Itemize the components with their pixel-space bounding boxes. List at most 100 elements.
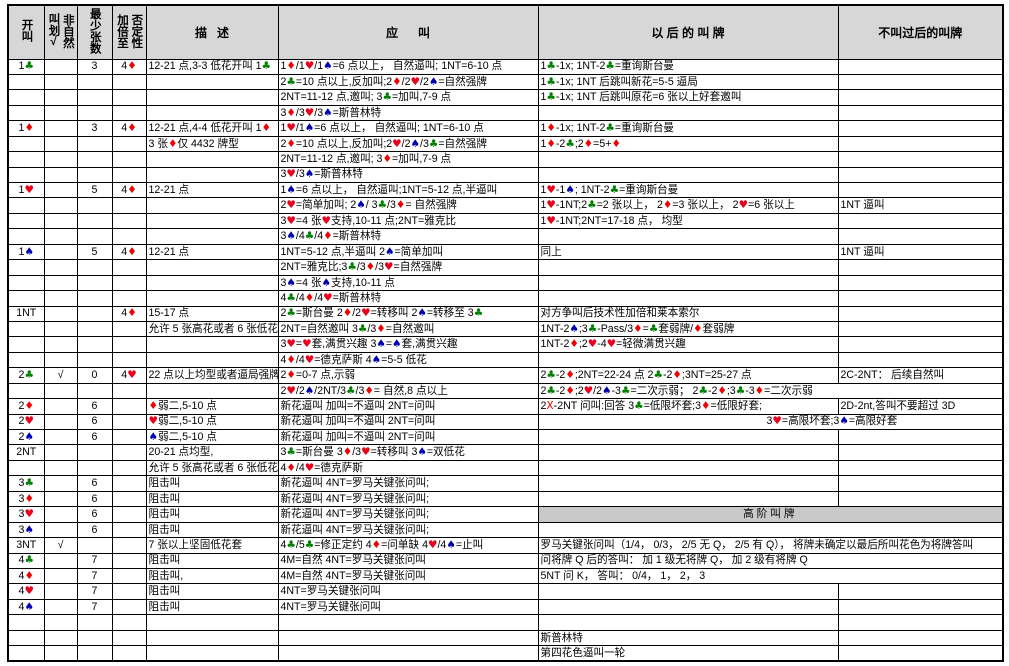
col-header-responses-label: 应 叫: [385, 25, 430, 40]
heart-suit-symbol: ♥: [427, 538, 438, 551]
cell-min-cards: [76, 320, 113, 338]
cell-double-through: [111, 490, 147, 508]
cell-description: [145, 614, 279, 631]
spade-suit-symbol: ♠: [286, 276, 296, 289]
cell-description: 阻击叫: [145, 583, 279, 600]
cell-description: 阻击叫: [145, 475, 279, 492]
heart-suit-symbol: ♥: [304, 60, 315, 73]
cell-responses: 3♠=4 张♠支持,10-11 点: [277, 274, 539, 292]
spade-suit-symbol: ♠: [321, 276, 332, 289]
header-row: 开叫 非自然 叫划√ 最少张数 否定性 加倍至 描 述 应 叫 以 后 的 叫 …: [7, 4, 1004, 60]
cell-unnatural-mark: [43, 428, 78, 446]
cell-after-pass: [837, 351, 1004, 369]
cell-description: 12-21 点: [145, 243, 279, 261]
table-row: 3NT √ 7 张以上坚固低花套 4♣/5♣=修正定约 4♦=问单缺 4♥/4♠=止叫…: [7, 537, 1004, 554]
cell-description: [145, 73, 279, 91]
cell-min-cards: 7: [76, 552, 113, 569]
cell-description: [145, 212, 279, 230]
spade-suit-symbol: ♠: [392, 338, 402, 351]
cell-opening-bid: [7, 629, 45, 647]
cell-responses: 新花逼叫 加叫=不逼叫 2NT=问叫: [277, 413, 539, 431]
col-header-description: 描 述: [145, 4, 279, 60]
cell-description: 阻击叫: [145, 506, 279, 523]
heart-suit-symbol: ♥: [286, 338, 296, 351]
diamond-suit-symbol: ♦: [364, 384, 374, 397]
cell-subsequent-bidding: 1♦-1x; 1NT-2♣=重询斯台曼: [537, 120, 839, 137]
cell-after-pass: [837, 228, 1004, 245]
club-suit-symbol: ♣: [648, 322, 659, 335]
table-row: 2♣ √ 0 4♥ 22 点以上均型或者逼局强牌 2♦=0-7 点,示弱 2♣-2♦;2NT…: [7, 367, 1004, 384]
heart-suit-symbol: ♥: [304, 461, 315, 474]
cell-responses: 3♥=4 张♥支持,10-11 点;2NT=雅克比: [277, 212, 539, 230]
heart-suit-symbol: ♥: [323, 291, 333, 304]
cell-double-through: [111, 135, 147, 153]
cell-unnatural-mark: [43, 320, 78, 338]
cell-after-pass: [837, 336, 1004, 353]
cell-subsequent-bidding: 1♥-1NT;2NT=17-18 点， 均型: [537, 212, 839, 230]
club-suit-symbol: ♣: [546, 384, 556, 397]
table-row: 2♦ 6 ♦弱二,5-10 点新花逼叫 加叫=不逼叫 2NT=问叫 2X-2NT 问叫…: [7, 398, 1004, 415]
club-suit-symbol: ♣: [286, 538, 296, 551]
cell-subsequent-bidding: 斯普林特: [537, 629, 839, 647]
cell-description: [145, 104, 279, 122]
cell-opening-bid: 1♦: [7, 120, 45, 137]
diamond-suit-symbol: ♦: [569, 338, 579, 351]
cell-opening-bid: [7, 228, 45, 245]
spade-suit-symbol: ♠: [148, 430, 159, 443]
cell-double-through: 4♦: [111, 305, 147, 322]
cell-responses: 新花逼叫 加叫=不逼叫 2NT=问叫: [277, 398, 539, 415]
cell-opening-bid: [7, 73, 45, 91]
club-suit-symbol: ♣: [286, 291, 296, 304]
cell-subsequent-bidding: [537, 104, 839, 122]
cell-min-cards: [76, 135, 113, 153]
table-row: 3♥=♥套,满贯兴趣 3♠=♠套,满贯兴趣 1NT-2♦;2♥-4♥=轻微满贯兴趣: [7, 336, 1004, 353]
table-row: 1♠ 5 4♦ 12-21 点 1NT=5-12 点,半逼叫 2♠=简单加叫 同上 1NT …: [7, 243, 1004, 261]
cell-min-cards: [76, 305, 113, 322]
cell-min-cards: 6: [76, 398, 113, 415]
cell-double-through: [111, 382, 147, 400]
diamond-suit-symbol: ♦: [342, 446, 353, 459]
cell-after-pass: [837, 181, 1004, 199]
cell-unnatural-mark: [43, 475, 78, 492]
spade-suit-symbol: ♠: [24, 245, 34, 258]
cell-responses: 3♦/3♥/3♠=斯普林特: [277, 104, 539, 122]
table-row: [7, 614, 1004, 631]
table-row: 4♣ 7 阻击叫 4M=自然 4NT=罗马关键张问叫 问将牌 Q 后的答叫： 加 1 级…: [7, 552, 1004, 569]
heart-suit-symbol: ♥: [410, 75, 421, 88]
cell-opening-bid: [7, 290, 45, 307]
cell-opening-bid: 3♦: [7, 490, 45, 508]
club-suit-symbol: ♣: [634, 400, 644, 413]
cell-opening-bid: [7, 459, 45, 477]
cell-responses: 2♣=斯台曼 2♦/2♥=转移叫 2♠=转移至 3♣: [277, 305, 539, 322]
cell-min-cards: [76, 228, 113, 245]
cell-unnatural-mark: [43, 583, 78, 600]
club-suit-symbol: ♣: [24, 554, 34, 567]
cell-description: 22 点以上均型或者逼局强牌: [145, 367, 279, 384]
club-suit-symbol: ♣: [605, 122, 615, 135]
cell-subsequent-bidding: 1♣-1x; 1NT-2♣=重询斯台曼: [537, 58, 839, 75]
heart-suit-symbol: ♥: [384, 261, 394, 274]
cell-opening-bid: [7, 274, 45, 292]
cell-responses: 4♣/5♣=修正定约 4♦=问单缺 4♥/4♠=止叫: [277, 537, 539, 554]
club-suit-symbol: ♣: [286, 75, 296, 88]
cell-responses: 2♦=10 点以上,反加叫;2♥/2♠/3♣=自然强牌: [277, 135, 539, 153]
cell-double-through: [111, 351, 147, 369]
club-suit-symbol: ♣: [653, 369, 663, 382]
cell-subsequent-bidding: [537, 259, 839, 276]
col-header-opening-bid: 开叫: [7, 4, 45, 60]
cell-after-pass: [837, 475, 1004, 492]
cell-min-cards: 7: [76, 583, 113, 600]
cell-double-through: [111, 629, 147, 647]
cell-unnatural-mark: [43, 243, 78, 261]
cell-responses: 3♣=斯台曼 3♦/3♥=转移叫 3♠=双低花: [277, 444, 539, 461]
cell-min-cards: [76, 290, 113, 307]
diamond-suit-symbol: ♦: [395, 199, 406, 212]
cell-responses: 4M=自然 4NT=罗马关键张问叫: [277, 552, 539, 569]
cell-double-through: 4♦: [111, 120, 147, 137]
cell-after-pass: [837, 459, 1004, 477]
cell-description: 允许 5 张高花或者 6 张低花: [145, 320, 279, 338]
spade-suit-symbol: ♠: [446, 538, 456, 551]
cell-description: [145, 259, 279, 276]
cell-opening-bid: [7, 212, 45, 230]
